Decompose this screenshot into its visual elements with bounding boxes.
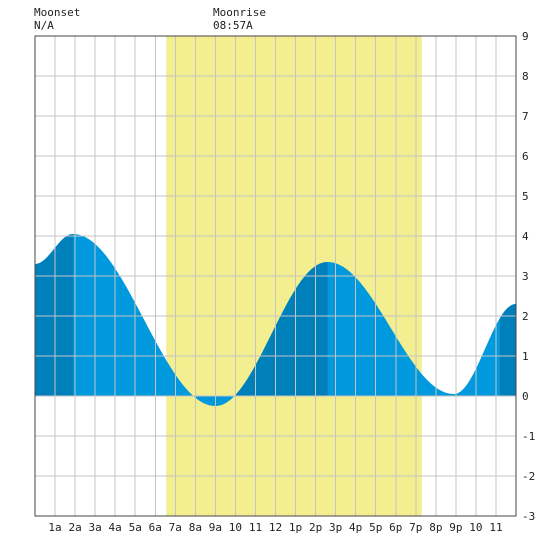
y-tick-label: 5 (522, 190, 529, 203)
x-tick-label: 10 (229, 521, 242, 534)
x-tick-label: 10 (469, 521, 482, 534)
y-tick-label: 1 (522, 350, 529, 363)
tide-area-dark-band-1 (35, 234, 74, 396)
moonset-value: N/A (34, 19, 54, 32)
x-tick-label: 8a (189, 521, 202, 534)
x-tick-label: 1p (289, 521, 302, 534)
x-tick-label: 11 (489, 521, 502, 534)
x-tick-label: 5p (369, 521, 382, 534)
x-tick-label: 1a (48, 521, 61, 534)
x-tick-label: 4p (349, 521, 362, 534)
x-tick-label: 11 (249, 521, 262, 534)
y-tick-label: 8 (522, 70, 529, 83)
x-tick-label: 8p (429, 521, 442, 534)
y-tick-label: -1 (522, 430, 535, 443)
x-tick-label: 9p (449, 521, 462, 534)
x-tick-label: 12 (269, 521, 282, 534)
tide-area-dark-band-3 (499, 304, 516, 396)
x-tick-label: 6a (149, 521, 162, 534)
y-tick-label: 7 (522, 110, 529, 123)
tide-area-dark-band-2 (233, 262, 328, 398)
x-tick-label: 4a (109, 521, 122, 534)
x-tick-label: 7a (169, 521, 182, 534)
y-tick-label: 2 (522, 310, 529, 323)
moonrise-value: 08:57A (213, 19, 253, 32)
y-tick-label: -3 (522, 510, 535, 523)
x-tick-label: 3a (89, 521, 102, 534)
x-tick-label: 2a (68, 521, 81, 534)
y-tick-label: -2 (522, 470, 535, 483)
moonrise-label: Moonrise (213, 6, 266, 19)
moonset-label: Moonset (34, 6, 81, 19)
x-tick-label: 5a (129, 521, 142, 534)
y-tick-label: 6 (522, 150, 529, 163)
x-tick-label: 6p (389, 521, 402, 534)
y-tick-label: 0 (522, 390, 529, 403)
x-tick-label: 2p (309, 521, 322, 534)
y-tick-label: 9 (522, 30, 529, 43)
x-tick-label: 9a (209, 521, 222, 534)
x-tick-label: 7p (409, 521, 422, 534)
plot-border (34, 35, 517, 517)
y-tick-label: 3 (522, 270, 529, 283)
y-tick-label: 4 (522, 230, 529, 243)
x-tick-label: 3p (329, 521, 342, 534)
